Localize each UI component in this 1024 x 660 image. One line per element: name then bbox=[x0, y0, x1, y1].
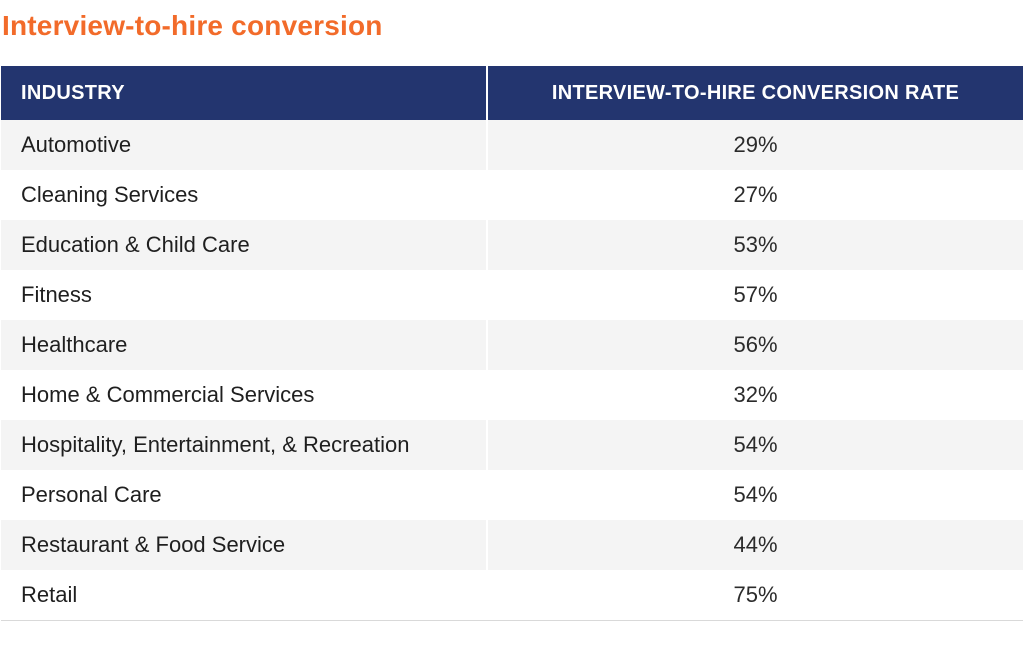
conversion-rate-cell: 56% bbox=[486, 320, 1023, 370]
industry-cell: Fitness bbox=[1, 270, 486, 320]
conversion-rate-cell: 32% bbox=[486, 370, 1023, 420]
conversion-rate-cell: 27% bbox=[486, 170, 1023, 220]
table-row: Restaurant & Food Service 44% bbox=[1, 520, 1023, 570]
conversion-table: INDUSTRY INTERVIEW-TO-HIRE CONVERSION RA… bbox=[1, 66, 1023, 621]
table-body: Automotive 29% Cleaning Services 27% Educati… bbox=[1, 120, 1023, 620]
table-row: Home & Commercial Services 32% bbox=[1, 370, 1023, 420]
table-row: Healthcare 56% bbox=[1, 320, 1023, 370]
table-row: Hospitality, Entertainment, & Recreation… bbox=[1, 420, 1023, 470]
column-header-conversion-rate: INTERVIEW-TO-HIRE CONVERSION RATE bbox=[486, 66, 1023, 120]
table-header: INDUSTRY INTERVIEW-TO-HIRE CONVERSION RA… bbox=[1, 66, 1023, 120]
industry-cell: Personal Care bbox=[1, 470, 486, 520]
conversion-rate-cell: 29% bbox=[486, 120, 1023, 170]
column-header-industry: INDUSTRY bbox=[21, 81, 125, 104]
table-row: Retail 75% bbox=[1, 570, 1023, 620]
industry-cell: Cleaning Services bbox=[1, 170, 486, 220]
conversion-rate-cell: 53% bbox=[486, 220, 1023, 270]
conversion-rate-cell: 44% bbox=[486, 520, 1023, 570]
conversion-rate-cell: 54% bbox=[486, 470, 1023, 520]
table-row: Cleaning Services 27% bbox=[1, 170, 1023, 220]
conversion-rate-cell: 75% bbox=[486, 570, 1023, 620]
industry-cell: Education & Child Care bbox=[1, 220, 486, 270]
table-row: Automotive 29% bbox=[1, 120, 1023, 170]
page-title: Interview-to-hire conversion bbox=[2, 10, 383, 41]
industry-cell: Automotive bbox=[1, 120, 486, 170]
table-row: Personal Care 54% bbox=[1, 470, 1023, 520]
industry-cell: Restaurant & Food Service bbox=[1, 520, 486, 570]
conversion-rate-cell: 57% bbox=[486, 270, 1023, 320]
industry-cell: Healthcare bbox=[1, 320, 486, 370]
table-row: Fitness 57% bbox=[1, 270, 1023, 320]
industry-cell: Retail bbox=[1, 570, 486, 620]
industry-cell: Home & Commercial Services bbox=[1, 370, 486, 420]
industry-cell: Hospitality, Entertainment, & Recreation bbox=[1, 420, 486, 470]
table-row: Education & Child Care 53% bbox=[1, 220, 1023, 270]
conversion-rate-cell: 54% bbox=[486, 420, 1023, 470]
